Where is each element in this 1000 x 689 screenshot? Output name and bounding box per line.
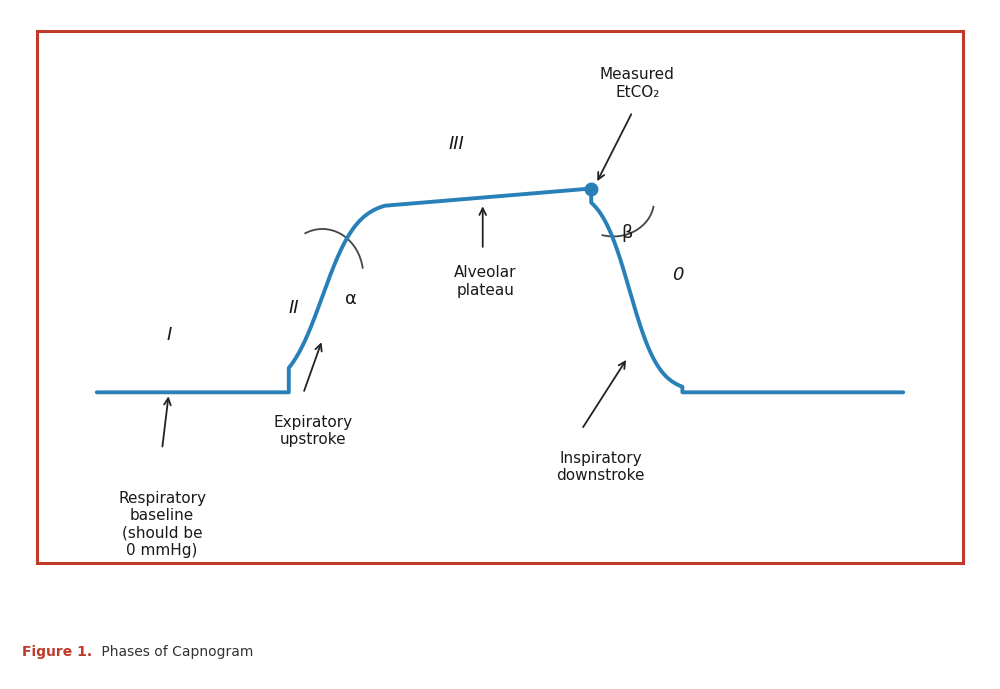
Text: Figure 1.: Figure 1. (22, 645, 92, 659)
Text: Inspiratory
downstroke: Inspiratory downstroke (557, 451, 645, 484)
Text: Alveolar
plateau: Alveolar plateau (454, 265, 517, 298)
Text: Measured
EtCO₂: Measured EtCO₂ (600, 68, 675, 100)
Text: α: α (345, 290, 357, 309)
Text: Expiratory
upstroke: Expiratory upstroke (273, 415, 352, 447)
Text: Phases of Capnogram: Phases of Capnogram (97, 645, 253, 659)
Text: I: I (166, 327, 171, 344)
Text: III: III (449, 134, 465, 152)
Text: II: II (288, 300, 299, 318)
Text: β: β (621, 225, 632, 243)
Text: 0: 0 (672, 267, 683, 285)
Text: Respiratory
baseline
(should be
0 mmHg): Respiratory baseline (should be 0 mmHg) (118, 491, 206, 558)
